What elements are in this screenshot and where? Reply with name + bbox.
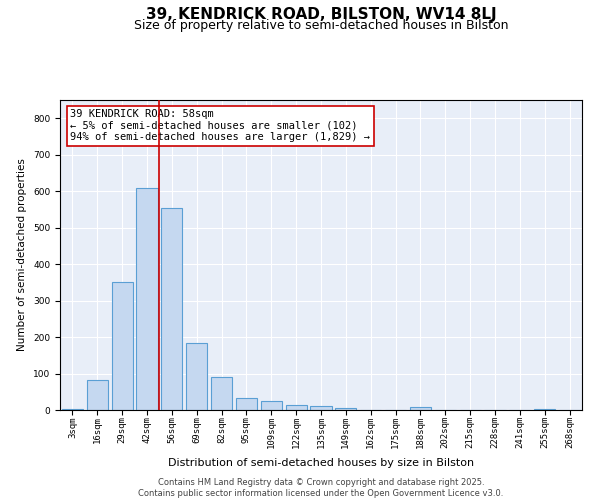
Text: Size of property relative to semi-detached houses in Bilston: Size of property relative to semi-detach… bbox=[134, 19, 508, 32]
Bar bbox=[211, 377, 232, 410]
Bar bbox=[261, 401, 282, 410]
Bar bbox=[335, 408, 356, 410]
Bar bbox=[161, 208, 182, 410]
Text: 39, KENDRICK ROAD, BILSTON, WV14 8LJ: 39, KENDRICK ROAD, BILSTON, WV14 8LJ bbox=[146, 8, 496, 22]
Bar bbox=[286, 406, 307, 410]
Text: Distribution of semi-detached houses by size in Bilston: Distribution of semi-detached houses by … bbox=[168, 458, 474, 468]
Text: 39 KENDRICK ROAD: 58sqm
← 5% of semi-detached houses are smaller (102)
94% of se: 39 KENDRICK ROAD: 58sqm ← 5% of semi-det… bbox=[70, 110, 370, 142]
Bar bbox=[236, 398, 257, 410]
Bar bbox=[186, 342, 207, 410]
Bar bbox=[310, 406, 332, 410]
Bar bbox=[112, 282, 133, 410]
Bar bbox=[87, 380, 108, 410]
Text: Contains HM Land Registry data © Crown copyright and database right 2025.
Contai: Contains HM Land Registry data © Crown c… bbox=[139, 478, 503, 498]
Y-axis label: Number of semi-detached properties: Number of semi-detached properties bbox=[17, 158, 28, 352]
Bar bbox=[136, 188, 158, 410]
Bar bbox=[410, 407, 431, 410]
